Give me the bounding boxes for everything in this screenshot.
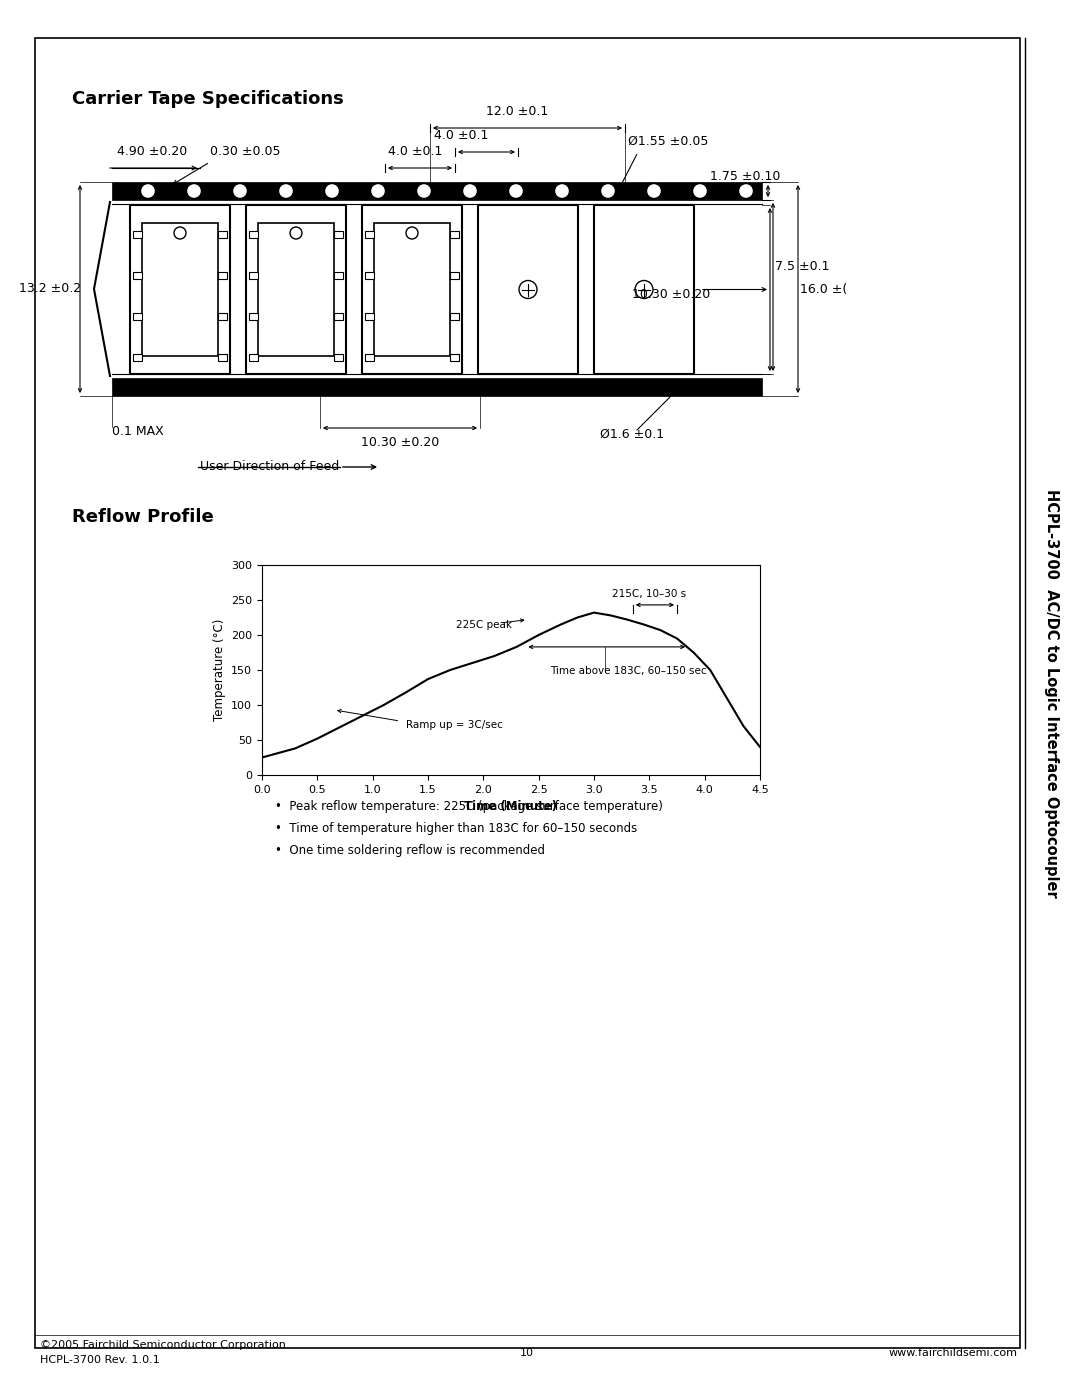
Bar: [133, 313, 141, 320]
Text: Ø1.55 ±0.05: Ø1.55 ±0.05: [627, 136, 708, 148]
Bar: [334, 353, 343, 360]
Text: User Direction of Feed: User Direction of Feed: [200, 461, 339, 474]
Bar: [249, 272, 258, 279]
Text: 10: 10: [519, 1348, 534, 1358]
Circle shape: [417, 183, 432, 198]
Bar: [334, 313, 343, 320]
Y-axis label: Temperature (°C): Temperature (°C): [213, 619, 226, 721]
Bar: [133, 353, 141, 360]
Text: Reflow Profile: Reflow Profile: [72, 509, 214, 527]
Text: 4.0 ±0.1: 4.0 ±0.1: [434, 129, 488, 142]
Bar: [258, 224, 334, 356]
Bar: [218, 272, 227, 279]
Circle shape: [647, 183, 661, 198]
Circle shape: [509, 183, 524, 198]
Bar: [365, 231, 374, 237]
Text: 16.0 ±(: 16.0 ±(: [800, 282, 847, 296]
Bar: [218, 313, 227, 320]
Bar: [594, 205, 694, 374]
Circle shape: [174, 226, 186, 239]
Bar: [218, 231, 227, 237]
Circle shape: [370, 183, 386, 198]
Bar: [362, 205, 462, 374]
Circle shape: [739, 183, 754, 198]
Bar: [112, 182, 762, 200]
Bar: [334, 272, 343, 279]
Text: HCPL-3700 Rev. 1.0.1: HCPL-3700 Rev. 1.0.1: [40, 1355, 160, 1365]
Bar: [365, 272, 374, 279]
Bar: [249, 231, 258, 237]
Text: •  Peak reflow temperature: 225C (package surface temperature): • Peak reflow temperature: 225C (package…: [275, 800, 663, 813]
Text: Time above 183C, 60–150 sec: Time above 183C, 60–150 sec: [550, 666, 706, 676]
Text: 0.1 MAX: 0.1 MAX: [112, 425, 164, 439]
Circle shape: [187, 183, 202, 198]
Bar: [130, 205, 230, 374]
Bar: [374, 224, 450, 356]
Bar: [133, 231, 141, 237]
Text: •  Time of temperature higher than 183C for 60–150 seconds: • Time of temperature higher than 183C f…: [275, 821, 637, 835]
Text: 225C peak: 225C peak: [456, 619, 512, 630]
Circle shape: [406, 226, 418, 239]
Text: 13.2 ±0.2: 13.2 ±0.2: [19, 282, 81, 296]
Text: Ramp up = 3C/sec: Ramp up = 3C/sec: [406, 719, 503, 729]
Bar: [249, 353, 258, 360]
Circle shape: [635, 281, 653, 299]
Circle shape: [324, 183, 339, 198]
Circle shape: [279, 183, 294, 198]
Circle shape: [554, 183, 569, 198]
Text: •  One time soldering reflow is recommended: • One time soldering reflow is recommend…: [275, 844, 545, 856]
Text: 10.30 ±0.20: 10.30 ±0.20: [361, 436, 440, 448]
Circle shape: [519, 281, 537, 299]
Text: Carrier Tape Specifications: Carrier Tape Specifications: [72, 89, 343, 108]
Circle shape: [140, 183, 156, 198]
Bar: [365, 353, 374, 360]
Text: 1.75 ±0.10: 1.75 ±0.10: [710, 170, 781, 183]
Bar: [141, 224, 218, 356]
Bar: [249, 313, 258, 320]
Text: Ø1.6 ±0.1: Ø1.6 ±0.1: [600, 427, 664, 441]
Text: 12.0 ±0.1: 12.0 ±0.1: [486, 105, 549, 117]
Bar: [478, 205, 578, 374]
Circle shape: [600, 183, 616, 198]
Bar: [365, 313, 374, 320]
Bar: [133, 272, 141, 279]
Text: 4.90 ±0.20: 4.90 ±0.20: [117, 145, 187, 158]
Circle shape: [291, 226, 302, 239]
Bar: [112, 379, 762, 395]
Circle shape: [462, 183, 477, 198]
Bar: [450, 353, 459, 360]
Bar: [450, 231, 459, 237]
Text: ©2005 Fairchild Semiconductor Corporation: ©2005 Fairchild Semiconductor Corporatio…: [40, 1340, 286, 1350]
Text: 0.30 ±0.05: 0.30 ±0.05: [210, 145, 281, 158]
Text: HCPL-3700  AC/DC to Logic Interface Optocoupler: HCPL-3700 AC/DC to Logic Interface Optoc…: [1044, 489, 1059, 897]
Text: 10.30 ±0.20: 10.30 ±0.20: [632, 288, 711, 300]
Text: 215C, 10–30 s: 215C, 10–30 s: [612, 590, 687, 599]
Text: 7.5 ±0.1: 7.5 ±0.1: [775, 260, 829, 274]
Text: 4.0 ±0.1: 4.0 ±0.1: [388, 145, 442, 158]
Circle shape: [692, 183, 707, 198]
Text: www.fairchildsemi.com: www.fairchildsemi.com: [889, 1348, 1018, 1358]
Bar: [246, 205, 346, 374]
Bar: [450, 272, 459, 279]
Bar: [450, 313, 459, 320]
Bar: [218, 353, 227, 360]
Bar: [334, 231, 343, 237]
X-axis label: Time (Minute): Time (Minute): [464, 800, 557, 813]
Circle shape: [232, 183, 247, 198]
